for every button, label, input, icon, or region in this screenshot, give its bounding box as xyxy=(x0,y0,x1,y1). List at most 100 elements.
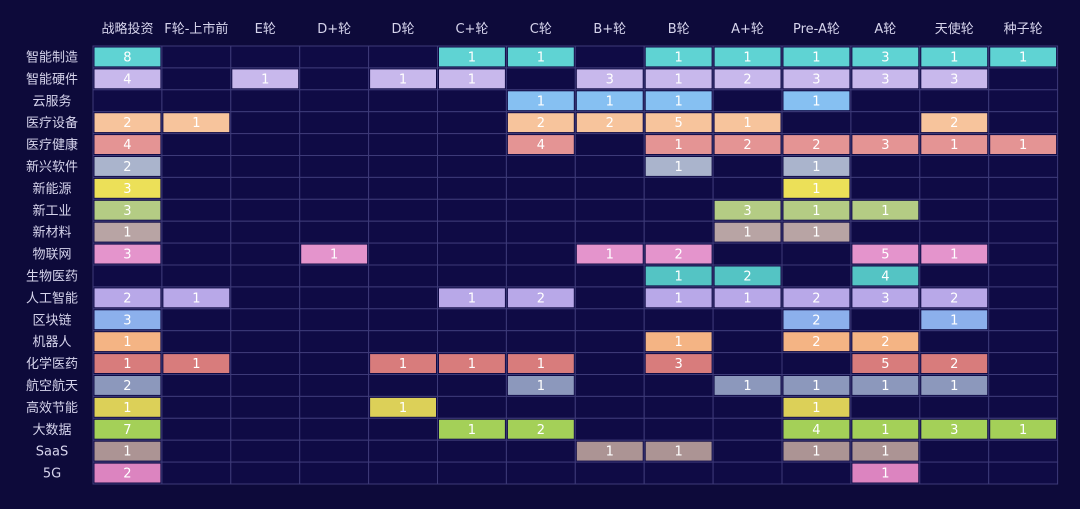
cell-value-label: 3 xyxy=(123,248,131,263)
heatmap-cell xyxy=(783,47,850,67)
heatmap-cell xyxy=(507,288,574,308)
heatmap-cell xyxy=(645,47,712,67)
grid-cell xyxy=(574,308,645,332)
heatmap-cells: 8 1 1 1 1 1 3 1 1 4 1 1 1 3 1 2 3 3 3 1 1 1 1 2 1 2 2 5 1 2 4 4 1 2 2 3 1 1 2 1… xyxy=(92,45,1059,485)
column-label: E轮 xyxy=(255,22,276,37)
heatmap-cell xyxy=(783,288,850,308)
grid-cell xyxy=(299,67,370,91)
cell-value-label: 1 xyxy=(261,72,269,87)
grid-cell xyxy=(505,220,576,244)
row-label: 医疗设备 xyxy=(26,115,78,131)
grid-cell xyxy=(781,264,852,288)
grid-cell xyxy=(161,67,232,91)
grid-cell xyxy=(437,242,507,266)
grid-cell xyxy=(919,176,990,200)
cell-value-label: 3 xyxy=(812,72,820,87)
grid-cell xyxy=(712,352,783,376)
cell-value-label: 3 xyxy=(881,291,889,306)
grid-cell xyxy=(988,352,1059,376)
grid-cell xyxy=(161,242,232,266)
grid-cell xyxy=(712,308,783,332)
heatmap-cell xyxy=(921,69,988,89)
heatmap-cell xyxy=(783,310,850,330)
grid-cell xyxy=(230,155,301,178)
grid-cell xyxy=(299,439,370,463)
grid-cell xyxy=(505,395,576,419)
grid-cell xyxy=(299,111,370,135)
grid-cell xyxy=(230,417,301,441)
cell-value-label: 1 xyxy=(675,94,683,109)
heatmap-cell xyxy=(783,91,850,111)
cell-value-label: 1 xyxy=(743,291,751,306)
cell-value-label: 1 xyxy=(123,335,131,350)
grid-cell xyxy=(161,395,232,419)
heatmap-cell xyxy=(645,244,712,264)
grid-cell xyxy=(919,220,990,244)
heatmap-cell xyxy=(714,376,781,395)
grid-cell xyxy=(92,89,163,113)
row-label: 物联网 xyxy=(32,248,71,263)
grid-cell xyxy=(92,264,163,288)
cell-value-label: 1 xyxy=(950,313,958,328)
grid-cell xyxy=(574,264,645,288)
cell-value-label: 1 xyxy=(743,50,751,65)
cell-value-label: 1 xyxy=(675,269,683,284)
heatmap-cell xyxy=(507,113,574,133)
heatmap-cell xyxy=(94,397,161,417)
cell-value-label: 1 xyxy=(192,291,200,306)
grid-cell xyxy=(574,155,645,178)
grid-cell xyxy=(368,89,439,113)
heatmap-cell xyxy=(576,441,643,461)
grid-cell xyxy=(988,308,1059,332)
column-label: C轮 xyxy=(530,22,552,37)
cell-value-label: 1 xyxy=(330,248,338,263)
grid-cell xyxy=(988,264,1059,288)
heatmap-cell xyxy=(852,419,919,439)
heatmap-cell xyxy=(301,244,368,264)
heatmap-cell xyxy=(94,200,161,220)
grid-cell xyxy=(437,374,507,397)
cell-value-label: 8 xyxy=(123,50,131,65)
grid-cell xyxy=(368,308,439,332)
cell-value-label: 1 xyxy=(675,138,683,153)
cell-value-label: 2 xyxy=(537,116,545,131)
heatmap-cell xyxy=(507,376,574,395)
heatmap-cell xyxy=(370,397,436,417)
heatmap-cell xyxy=(852,332,919,352)
cell-value-label: 1 xyxy=(537,94,545,109)
heatmap-cell xyxy=(439,419,505,439)
grid-cell xyxy=(437,155,507,178)
grid-cell xyxy=(919,330,990,354)
cell-value-label: 1 xyxy=(123,357,131,372)
cell-value-label: 1 xyxy=(123,445,131,460)
cell-value-label: 1 xyxy=(606,248,614,263)
grid-cell xyxy=(988,461,1059,485)
grid-cell xyxy=(643,461,714,485)
cell-value-label: 7 xyxy=(123,423,131,438)
grid-cell xyxy=(574,461,645,485)
row-label: 医疗健康 xyxy=(26,137,78,153)
grid-cell xyxy=(574,374,645,397)
row-label: 航空航天 xyxy=(26,378,78,394)
cell-value-label: 5 xyxy=(881,248,889,263)
cell-value-label: 2 xyxy=(743,269,751,284)
cell-value-label: 1 xyxy=(675,50,683,65)
heatmap-cell xyxy=(921,419,988,439)
row-label: 大数据 xyxy=(32,423,71,438)
heatmap-cell xyxy=(439,288,505,308)
heatmap-cell xyxy=(852,135,919,154)
cell-value-label: 2 xyxy=(881,335,889,350)
cell-value-label: 1 xyxy=(812,50,820,65)
grid-cell xyxy=(368,133,439,157)
grid-cell xyxy=(574,198,645,222)
cell-value-label: 1 xyxy=(881,379,889,394)
grid-cell xyxy=(299,352,370,376)
heatmap-cell xyxy=(232,69,299,89)
grid-cell xyxy=(712,395,783,419)
grid-cell xyxy=(230,308,301,332)
grid-cell xyxy=(919,461,990,485)
grid-cell xyxy=(574,176,645,200)
grid-cell xyxy=(368,286,439,310)
grid-cell xyxy=(505,67,576,91)
grid-cell xyxy=(574,45,645,69)
